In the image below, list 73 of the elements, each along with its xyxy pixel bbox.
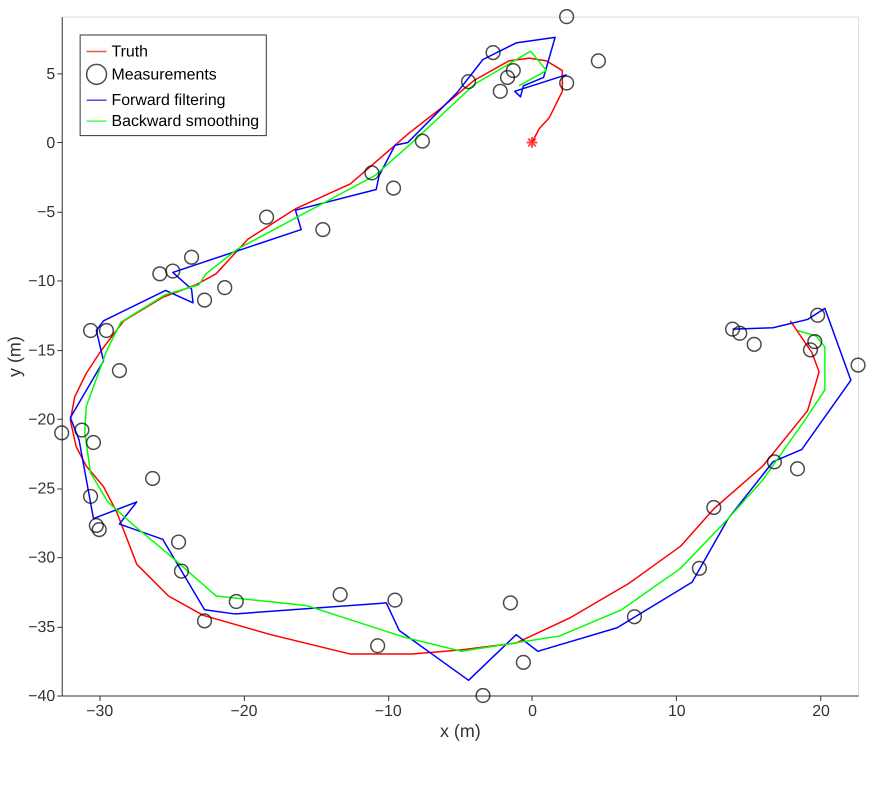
point (88, 518, 104, 534)
point (485, 44, 501, 60)
point (364, 165, 380, 180)
y-axis-title: y (m) (4, 336, 24, 377)
legend-label: Backward smoothing (111, 113, 260, 130)
point (526, 136, 538, 149)
point (98, 322, 114, 338)
point (387, 592, 403, 608)
point (184, 250, 200, 265)
point (165, 263, 180, 279)
y-tick-label: −15 (28, 342, 56, 360)
point (850, 357, 866, 373)
x-tick-label: −10 (374, 702, 402, 720)
point (174, 563, 190, 579)
point (692, 560, 707, 576)
point (315, 222, 330, 238)
point (112, 363, 128, 378)
point (807, 334, 822, 350)
point (196, 613, 212, 628)
point (82, 322, 98, 338)
y-tick-label: −35 (28, 618, 56, 636)
point (706, 500, 722, 516)
point (559, 75, 574, 91)
point (92, 522, 107, 538)
point (196, 292, 212, 308)
point (492, 84, 508, 99)
point (54, 425, 70, 440)
point (590, 53, 606, 68)
point (86, 434, 102, 450)
y-tick-label: −25 (28, 480, 56, 498)
x-tick-label: 0 (528, 702, 538, 720)
x-tick-label: −20 (230, 702, 258, 720)
point (414, 133, 430, 149)
legend-label: Forward filtering (111, 92, 226, 110)
legend-label: Measurements (111, 66, 217, 84)
point (724, 322, 740, 337)
x-tick-label: 10 (668, 702, 686, 720)
point (559, 9, 574, 24)
x-axis-title: x (m) (440, 720, 481, 741)
y-tick-label: −40 (28, 688, 56, 705)
point (502, 595, 518, 610)
point (217, 280, 232, 296)
y-tick-label: −5 (37, 204, 56, 222)
point (626, 609, 642, 624)
point (370, 638, 386, 654)
y-tick-label: 0 (46, 134, 56, 152)
y-tick-label: −10 (28, 273, 56, 290)
point (82, 488, 98, 504)
y-tick-label: 5 (46, 66, 56, 83)
y-tick-label: −20 (28, 411, 56, 428)
point (475, 688, 491, 704)
point (144, 470, 160, 486)
point (732, 326, 748, 341)
point (460, 74, 476, 90)
point (516, 654, 531, 670)
legend-label: Truth (111, 43, 148, 60)
point (506, 62, 521, 78)
point (746, 336, 762, 352)
point (170, 534, 186, 550)
point (332, 586, 348, 602)
point (228, 594, 244, 610)
point (74, 422, 90, 438)
point (258, 210, 274, 225)
y-tick-label: −30 (28, 550, 56, 567)
point (500, 70, 516, 86)
x-tick-label: −30 (86, 702, 114, 720)
point (810, 308, 826, 323)
point (766, 454, 782, 470)
point (386, 180, 402, 196)
point (802, 342, 818, 358)
point (790, 461, 806, 476)
x-tick-label: 20 (812, 702, 830, 720)
point (152, 266, 168, 282)
